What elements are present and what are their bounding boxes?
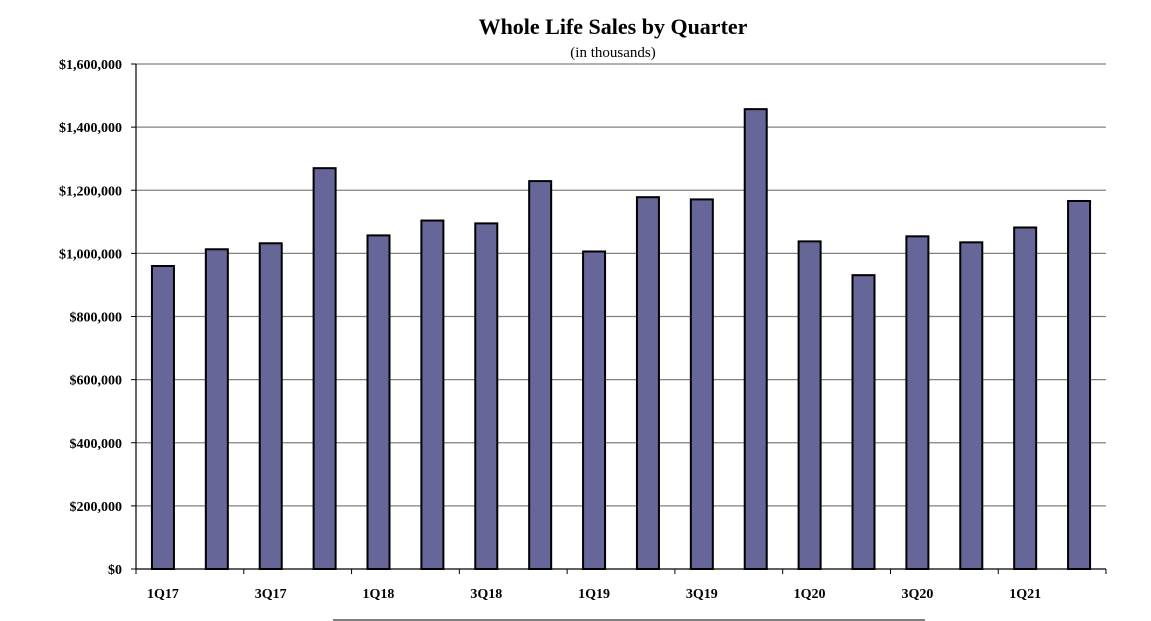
bar-1q19 [582,250,607,570]
x-tick-label: 1Q17 [147,587,179,602]
bar-1q18 [366,234,391,570]
chart-subtitle: (in thousands) [570,45,655,61]
x-tick-label: 3Q17 [255,587,287,602]
y-axis-ticks: $0 $200,000 $400,000 $600,000 $800,000 $1,000… [59,58,136,578]
x-axis-ticks: 1Q17 3Q17 1Q18 3Q18 1Q19 3Q19 1Q20 3Q20 1Q21 [135,569,1107,602]
bar-2q20 [851,274,876,570]
bars [150,108,1092,571]
x-tick-label: 1Q19 [578,587,610,602]
gridlines [136,63,1106,507]
x-tick-label: 3Q18 [470,587,502,602]
y-tick-label: $1,000,000 [59,247,122,262]
x-tick-label: 3Q20 [901,587,933,602]
bar-2q21 [1067,199,1092,570]
y-tick-label: $600,000 [70,374,123,389]
y-tick-label: $400,000 [70,437,123,452]
x-tick-label: 1Q21 [1009,587,1041,602]
bar-2q18 [420,219,445,571]
bar-3q17 [258,242,283,570]
bar-1q17 [150,265,175,570]
bar-4q20 [959,241,984,570]
bar-4q17 [312,167,337,570]
bar-2q19 [635,196,660,570]
y-tick-label: $200,000 [70,500,123,515]
y-tick-label: $0 [108,563,122,578]
bar-3q20 [905,235,930,571]
chart-title: Whole Life Sales by Quarter [479,14,748,39]
bar-1q20 [797,240,822,570]
x-tick-label: 1Q20 [794,587,826,602]
bar-4q19 [743,108,768,571]
x-tick-label: 1Q18 [363,587,395,602]
bar-3q18 [474,222,499,570]
bar-2q17 [204,248,229,570]
bar-4q18 [528,180,553,571]
y-tick-label: $1,600,000 [59,58,122,73]
y-tick-label: $1,400,000 [59,121,122,136]
y-tick-label: $800,000 [70,311,123,326]
bar-1q21 [1013,226,1038,570]
bar-3q19 [689,198,714,570]
y-tick-label: $1,200,000 [59,184,122,199]
x-tick-label: 3Q19 [686,587,718,602]
